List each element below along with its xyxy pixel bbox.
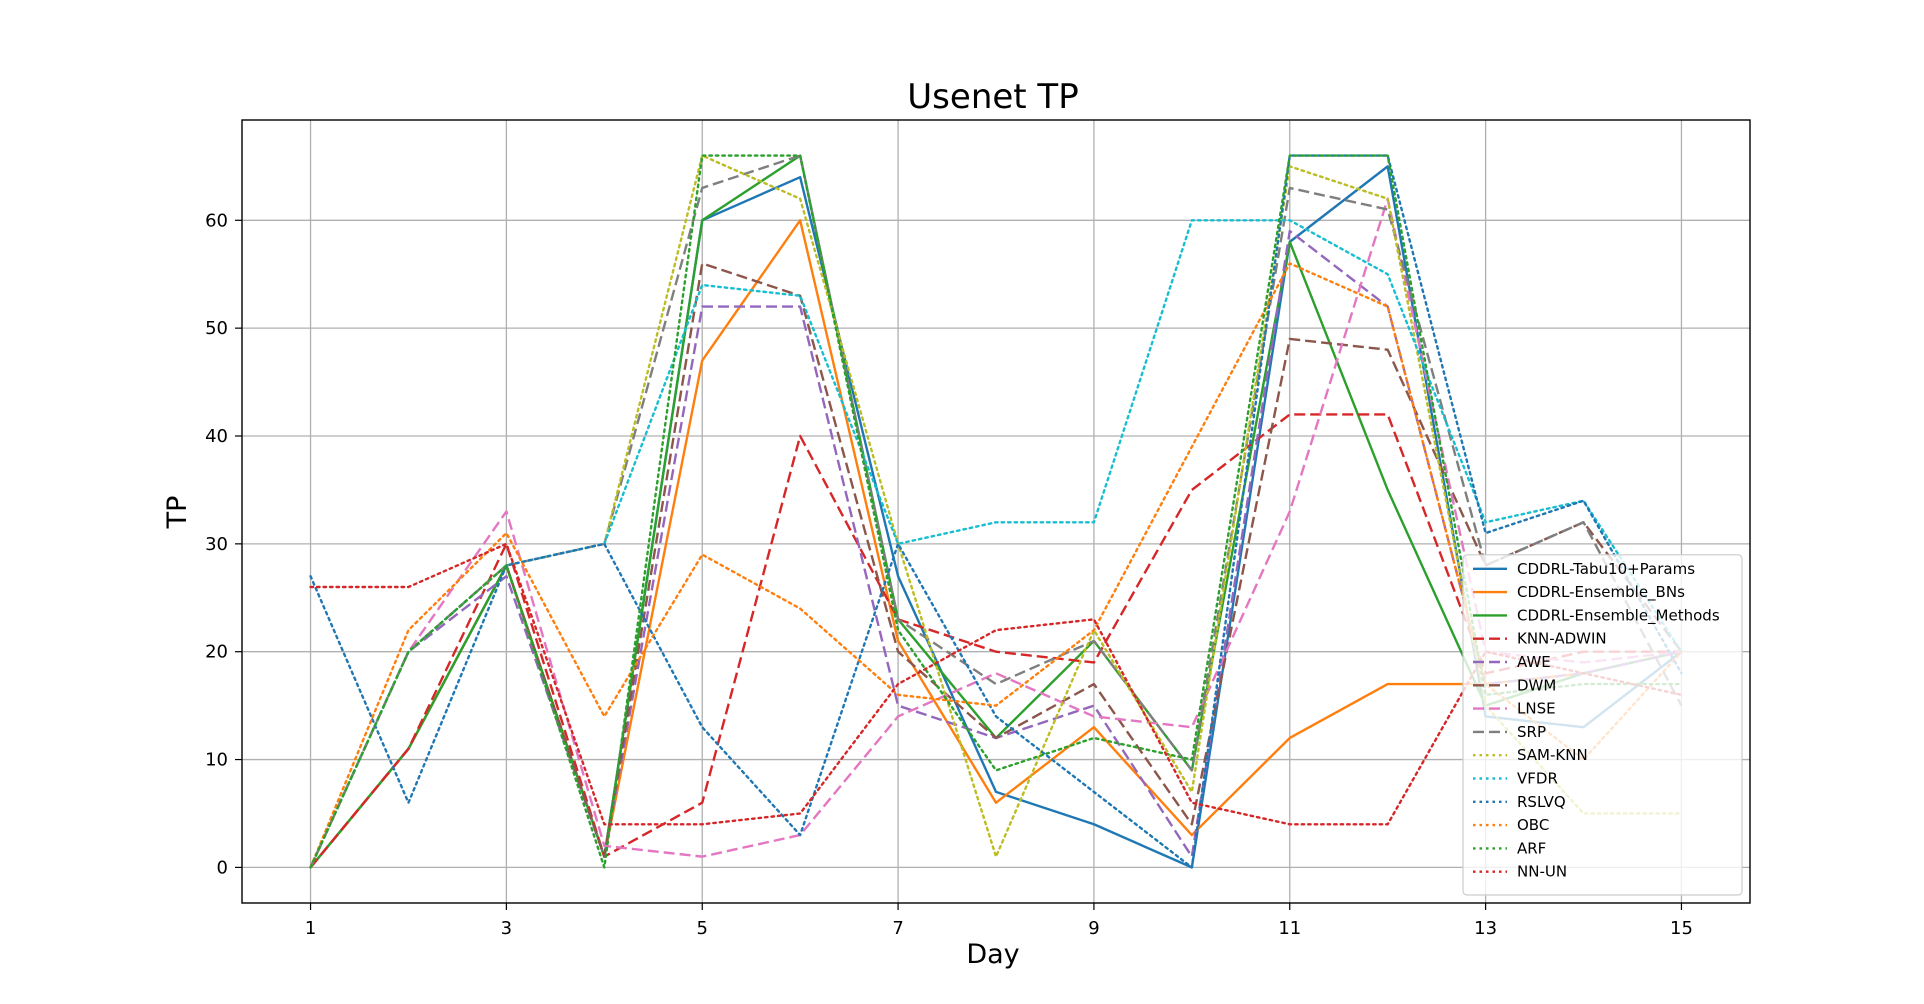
legend-entry-label: RSLVQ — [1517, 793, 1566, 811]
legend-entry-label: ARF — [1517, 839, 1546, 857]
legend-entry-label: DWM — [1517, 676, 1556, 694]
legend-entry-label: CDDRL-Ensemble_Methods — [1517, 606, 1720, 625]
legend-entry-label: CDDRL-Ensemble_BNs — [1517, 583, 1685, 602]
x-axis-label: Day — [966, 939, 1019, 970]
x-tick-label: 11 — [1278, 918, 1301, 939]
legend-entry-label: VFDR — [1517, 770, 1558, 788]
legend-entry-label: LNSE — [1517, 700, 1556, 718]
y-tick-label: 30 — [205, 534, 228, 555]
y-tick-label: 60 — [205, 210, 228, 231]
legend-entry-label: KNN-ADWIN — [1517, 630, 1607, 648]
series-line — [309, 413, 1682, 869]
y-tick-label: 0 — [217, 857, 228, 878]
legend-entry-label: SRP — [1517, 723, 1546, 741]
series-line — [309, 262, 1683, 869]
x-tick-label: 9 — [1088, 918, 1099, 939]
x-tick-label: 1 — [305, 918, 316, 939]
legend: CDDRL-Tabu10+Params CDDRL-Ensemble_BNs CDD… — [1462, 554, 1743, 896]
x-tick-label: 7 — [892, 918, 903, 939]
series-line — [309, 154, 1683, 869]
x-tick-label: 3 — [501, 918, 512, 939]
x-tick-label: 13 — [1474, 918, 1497, 939]
legend-entry-label: OBC — [1517, 816, 1549, 834]
series-line — [309, 154, 1683, 869]
legend-entry-label: NN-UN — [1517, 863, 1567, 881]
series-line — [309, 154, 1683, 868]
series-lines — [309, 154, 1683, 869]
y-axis-label: TP — [162, 496, 193, 530]
legend-box — [1462, 554, 1743, 896]
x-tick-label: 15 — [1670, 918, 1693, 939]
series-line — [309, 197, 1682, 868]
chart-title: Usenet TP — [907, 77, 1078, 117]
series-line — [309, 154, 1683, 869]
legend-entry-label: SAM-KNN — [1517, 746, 1588, 764]
y-tick-label: 20 — [205, 642, 228, 663]
y-tick-label: 40 — [205, 426, 228, 447]
plot-frame — [241, 119, 1751, 904]
legend-entry-label: AWE — [1517, 653, 1551, 671]
y-tick-label: 10 — [205, 750, 228, 771]
series-line — [309, 219, 1683, 869]
x-tick-label: 5 — [697, 918, 708, 939]
y-tick-label: 50 — [205, 318, 228, 339]
legend-entry-label: CDDRL-Tabu10+Params — [1517, 560, 1695, 578]
